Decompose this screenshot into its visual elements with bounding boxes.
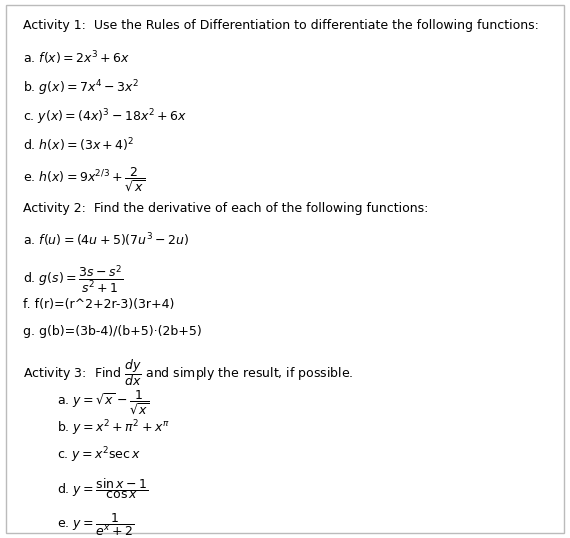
- Text: d. $g(s) = \dfrac{3s-s^2}{s^2+1}$: d. $g(s) = \dfrac{3s-s^2}{s^2+1}$: [23, 264, 123, 295]
- Text: g. g(b)=(3b-4)/(b+5)·(2b+5): g. g(b)=(3b-4)/(b+5)·(2b+5): [23, 325, 202, 338]
- Text: c. $y(x) = (4x)^3 - 18x^2 + 6x$: c. $y(x) = (4x)^3 - 18x^2 + 6x$: [23, 108, 186, 127]
- Text: b. $g(x) = 7x^4 - 3x^2$: b. $g(x) = 7x^4 - 3x^2$: [23, 78, 139, 97]
- Text: c. $y = x^2 \sec x$: c. $y = x^2 \sec x$: [57, 445, 141, 465]
- Text: a. $f(u) = (4u + 5)(7u^3 - 2u)$: a. $f(u) = (4u + 5)(7u^3 - 2u)$: [23, 231, 189, 249]
- Text: e. $h(x) = 9x^{2/3} + \dfrac{2}{\sqrt{x}}$: e. $h(x) = 9x^{2/3} + \dfrac{2}{\sqrt{x}…: [23, 166, 145, 194]
- Text: a. $y = \sqrt{x} - \dfrac{1}{\sqrt{x}}$: a. $y = \sqrt{x} - \dfrac{1}{\sqrt{x}}$: [57, 389, 150, 417]
- Text: e. $y = \dfrac{1}{e^x+2}$: e. $y = \dfrac{1}{e^x+2}$: [57, 511, 135, 538]
- Text: d. $h(x) = (3x + 4)^2$: d. $h(x) = (3x + 4)^2$: [23, 136, 134, 154]
- Text: a. $f(x) = 2x^3 + 6x$: a. $f(x) = 2x^3 + 6x$: [23, 49, 130, 67]
- Text: Activity 2:  Find the derivative of each of the following functions:: Activity 2: Find the derivative of each …: [23, 202, 428, 215]
- Text: Activity 3:  Find $\dfrac{dy}{dx}$ and simply the result, if possible.: Activity 3: Find $\dfrac{dy}{dx}$ and si…: [23, 357, 353, 387]
- Text: Activity 1:  Use the Rules of Differentiation to differentiate the following fun: Activity 1: Use the Rules of Differentia…: [23, 19, 539, 32]
- FancyBboxPatch shape: [6, 5, 564, 533]
- Text: f. f(r)=(r^2+2r-3)(3r+4): f. f(r)=(r^2+2r-3)(3r+4): [23, 298, 174, 310]
- Text: d. $y = \dfrac{\sin x - 1}{\cos x}$: d. $y = \dfrac{\sin x - 1}{\cos x}$: [57, 476, 148, 501]
- Text: b. $y = x^2 + \pi^2 + x^{\pi}$: b. $y = x^2 + \pi^2 + x^{\pi}$: [57, 419, 169, 438]
